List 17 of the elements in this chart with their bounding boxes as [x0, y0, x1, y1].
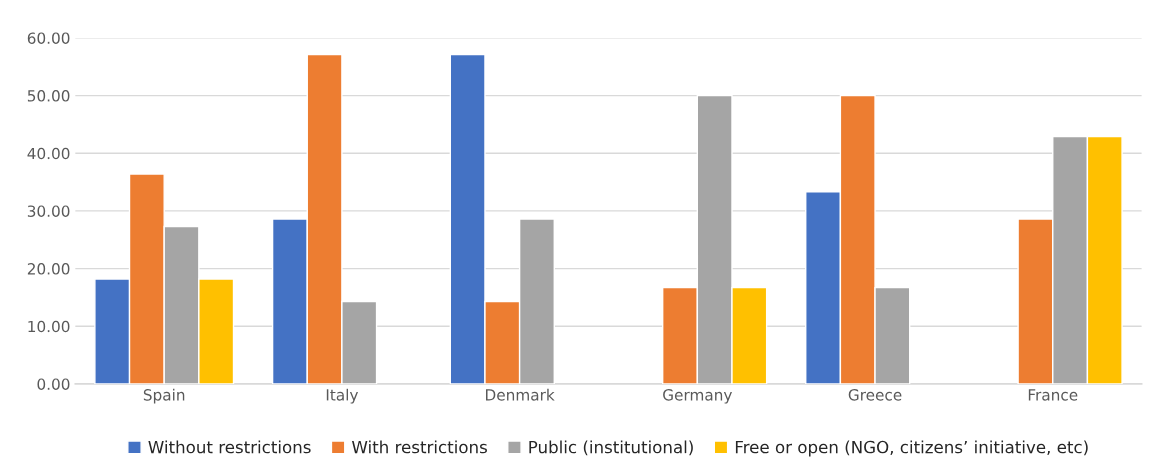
legend-label: Free or open (NGO, citizens’ initiative, etc) [735, 440, 1088, 457]
x-tick-label: Germany [663, 389, 732, 404]
y-tick-label: 40.00 [27, 147, 70, 160]
legend-label: With restrictions [351, 440, 487, 454]
legend-label: Public (institutional) [529, 440, 693, 456]
x-tick-label: Spain [143, 388, 185, 404]
y-tick-label: 60.00 [27, 32, 70, 44]
legend-label: Without restrictions [148, 440, 311, 454]
y-tick-label: 10.00 [28, 320, 70, 333]
x-tick-label: Greece [848, 389, 902, 401]
y-tick-label: 20.00 [27, 263, 70, 275]
y-tick-label: 30.00 [27, 205, 70, 217]
x-tick-label: Denmark [486, 388, 555, 401]
x-tick-label: France [1028, 389, 1078, 401]
x-tick-label: Italy [326, 388, 359, 404]
y-tick-label: 50.00 [27, 90, 70, 102]
y-tick-label: 0.00 [37, 378, 70, 390]
